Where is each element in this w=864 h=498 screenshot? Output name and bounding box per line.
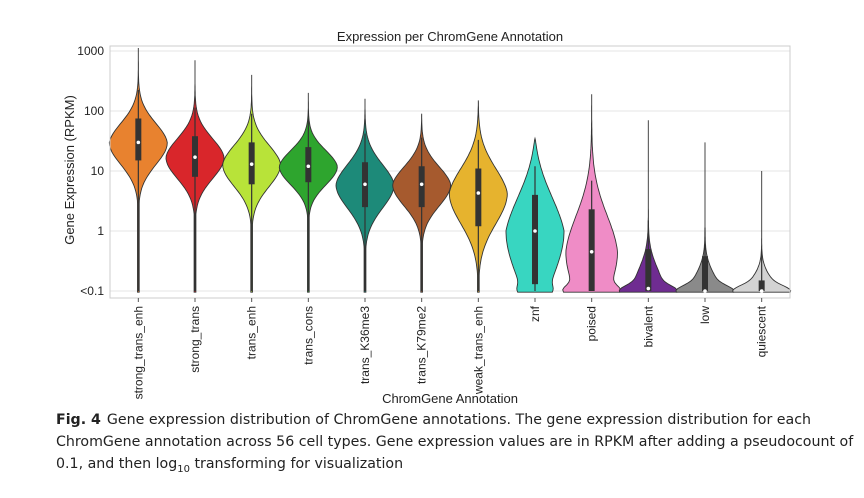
violin-iqr-box [645,249,652,291]
chart-title: Expression per ChromGene Annotation [337,29,563,44]
violin-median [249,162,254,166]
x-tick-label: trans_enh [245,306,259,359]
violin-median [193,155,197,159]
x-tick-label: strong_trans [188,306,202,373]
caption-label: Fig. 4 [56,412,101,428]
x-tick-label: low [698,306,712,324]
violin-iqr-box [135,118,142,161]
y-tick-label: 1 [97,224,104,238]
violin-median [533,229,537,233]
plot-frame [109,45,791,299]
x-tick-labels: strong_trans_enh strong_trans trans_enh tra… [131,298,769,399]
y-tick-label: 1000 [77,44,104,58]
y-tick-label: <0.1 [80,284,104,298]
violin-median [589,250,594,254]
caption-text: Gene expression distribution of ChromGen… [56,412,854,472]
violin-median [476,191,481,195]
x-tick-label: bivalent [641,305,655,347]
figure-caption: Fig. 4 Gene expression distribution of Ch… [56,409,856,481]
violin-median [419,182,424,187]
x-axis-label: ChromGene Annotation [382,391,518,406]
violin-median [136,140,141,145]
x-tick-label: trans_K79me2 [415,306,429,384]
y-tick-label: 10 [91,164,105,178]
violin-iqr-box [702,256,708,291]
violin-iqr-box [758,280,765,291]
caption-subscript: 10 [177,463,190,475]
violin-median [759,289,764,293]
y-tick-labels: <0.1 1 10 100 1000 [77,44,104,298]
x-tick-label: quiescent [755,305,769,357]
x-tick-label: strong_trans_enh [131,306,145,399]
x-tick-label: znf [528,305,542,322]
x-tick-label: trans_cons [301,306,315,365]
violins [108,48,792,293]
y-tick-label: 100 [84,104,104,118]
x-tick-label: trans_K36me3 [358,306,372,384]
y-axis-label: Gene Expression (RPKM) [62,95,77,245]
violin-iqr-box [475,168,482,227]
x-tick-label: poised [585,306,599,341]
x-tick-label: weak_trans_enh [471,306,485,395]
violin-iqr-box [532,194,538,285]
violin-iqr-box [418,166,425,208]
violin-median [703,289,707,293]
violin-median [363,182,367,187]
violin-median [646,286,651,291]
violin-median [306,164,311,169]
caption-text-end: transforming for visualization [189,456,404,472]
